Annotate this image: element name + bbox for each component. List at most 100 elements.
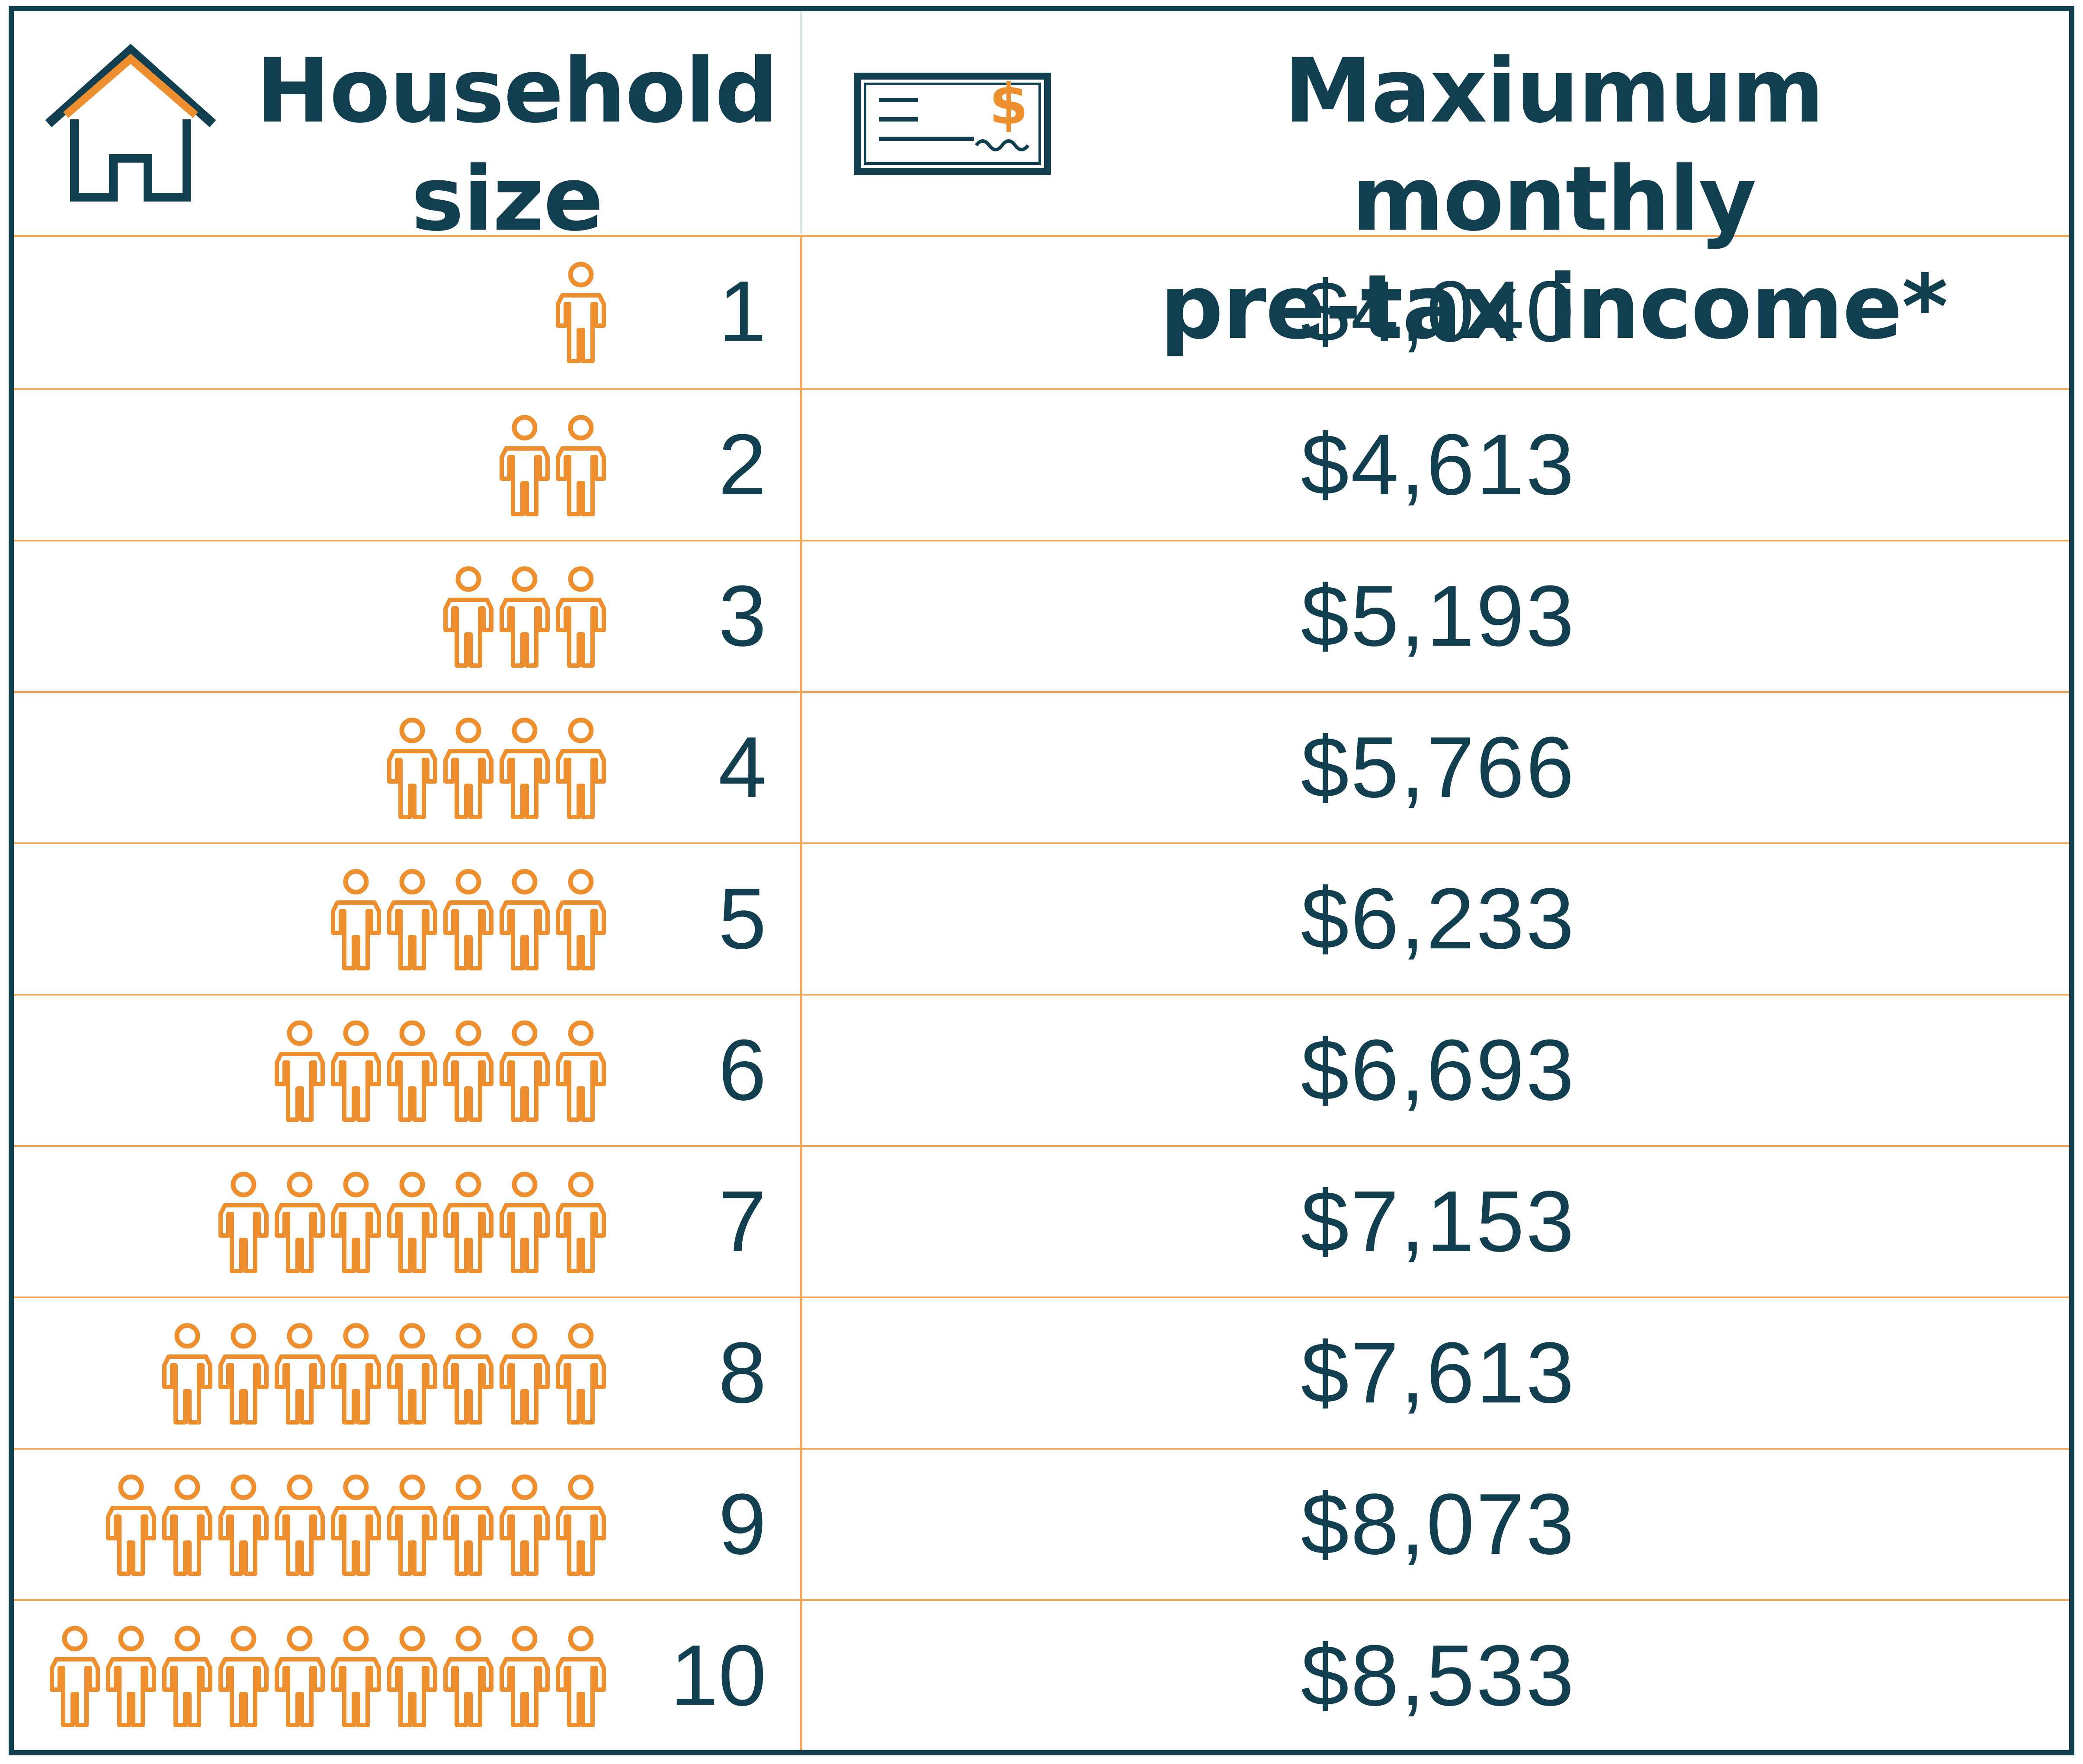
table-body: 1 $4,040 2 $4,613 3 $5,193 4 $5,766 5 $6,233 6 $6,6…: [14, 237, 2069, 1750]
people-icons: [159, 1322, 609, 1426]
table-header: Household size $ Maxiumum monthly pre-ta…: [14, 11, 2069, 359]
table-row: 8 $7,613: [14, 1297, 2069, 1448]
svg-text:$: $: [989, 72, 1028, 137]
person-icon: [384, 868, 440, 972]
table-row: 5 $6,233: [14, 842, 2069, 994]
person-icon: [215, 1322, 272, 1426]
person-icon: [47, 1625, 103, 1729]
person-icon: [328, 1322, 384, 1426]
people-icons: [553, 261, 609, 365]
household-size-value: 3: [718, 568, 766, 664]
people-icons: [440, 565, 609, 669]
person-icon: [272, 1019, 328, 1123]
table-row: 2 $4,613: [14, 388, 2069, 540]
person-icon: [440, 565, 497, 669]
person-icon: [272, 1322, 328, 1426]
person-icon: [159, 1322, 215, 1426]
person-icon: [553, 565, 609, 669]
income-value: $4,613: [1301, 416, 1576, 513]
house-icon: [45, 44, 216, 202]
person-icon: [440, 717, 497, 820]
header-divider: [800, 11, 802, 234]
table-row: 9 $8,073: [14, 1448, 2069, 1599]
person-icon: [215, 1473, 272, 1577]
household-size-value: 6: [718, 1022, 766, 1118]
person-icon: [328, 868, 384, 972]
person-icon: [215, 1171, 272, 1274]
table-row: 6 $6,693: [14, 994, 2069, 1145]
table-row: 4 $5,766: [14, 691, 2069, 842]
person-icon: [553, 1625, 609, 1729]
person-icon: [272, 1171, 328, 1274]
person-icon: [159, 1625, 215, 1729]
person-icon: [553, 1473, 609, 1577]
income-value: $8,073: [1301, 1476, 1576, 1572]
person-icon: [553, 261, 609, 365]
person-icon: [328, 1625, 384, 1729]
household-size-heading-line1: Household: [256, 40, 778, 143]
person-icon: [384, 1019, 440, 1123]
person-icon: [328, 1473, 384, 1577]
income-value: $6,693: [1301, 1022, 1576, 1118]
people-icons: [272, 1019, 609, 1123]
person-icon: [553, 717, 609, 820]
people-icons: [384, 717, 609, 820]
person-icon: [553, 1171, 609, 1274]
people-icons: [328, 868, 609, 972]
household-size-value: 9: [718, 1476, 766, 1572]
person-icon: [384, 1171, 440, 1274]
person-icon: [497, 1625, 553, 1729]
income-heading-line2: pre-tax income*: [1160, 256, 1948, 359]
person-icon: [440, 1473, 497, 1577]
income-value: $7,613: [1301, 1325, 1576, 1421]
person-icon: [553, 1019, 609, 1123]
person-icon: [440, 1322, 497, 1426]
person-icon: [384, 717, 440, 820]
person-icon: [384, 1322, 440, 1426]
person-icon: [553, 868, 609, 972]
household-size-value: 8: [718, 1325, 766, 1421]
income-value: $8,533: [1301, 1627, 1576, 1724]
check-icon: $: [854, 72, 1051, 175]
household-size-heading-line2: size: [411, 148, 604, 251]
household-size-value: 5: [718, 871, 766, 967]
person-icon: [497, 414, 553, 518]
person-icon: [384, 1473, 440, 1577]
person-icon: [103, 1473, 159, 1577]
person-icon: [440, 1625, 497, 1729]
table-row: 1 $4,040: [14, 237, 2069, 388]
table-row: 3 $5,193: [14, 540, 2069, 691]
people-icons: [215, 1171, 609, 1274]
person-icon: [440, 1171, 497, 1274]
household-size-value: 7: [718, 1173, 766, 1270]
person-icon: [497, 1171, 553, 1274]
person-icon: [497, 1473, 553, 1577]
income-value: $4,040: [1301, 263, 1576, 360]
income-value: $5,193: [1301, 568, 1576, 664]
household-size-value: 10: [670, 1627, 766, 1724]
person-icon: [215, 1625, 272, 1729]
table-row: 7 $7,153: [14, 1145, 2069, 1297]
person-icon: [553, 414, 609, 518]
person-icon: [440, 1019, 497, 1123]
person-icon: [272, 1473, 328, 1577]
people-icons: [103, 1473, 609, 1577]
income-value: $7,153: [1301, 1173, 1576, 1270]
income-heading-line1: Maxiumum monthly: [1284, 40, 1824, 251]
person-icon: [328, 1171, 384, 1274]
person-icon: [497, 1322, 553, 1426]
person-icon: [440, 868, 497, 972]
people-icons: [47, 1625, 609, 1729]
income-heading: Maxiumum monthly pre-tax income*: [1078, 37, 2029, 362]
household-size-value: 2: [718, 416, 766, 513]
person-icon: [328, 1019, 384, 1123]
person-icon: [272, 1625, 328, 1729]
person-icon: [497, 717, 553, 820]
household-size-heading: Household size: [256, 37, 778, 253]
people-icons: [497, 414, 609, 518]
person-icon: [497, 868, 553, 972]
household-size-value: 1: [718, 263, 766, 360]
income-value: $5,766: [1301, 719, 1576, 816]
income-value: $6,233: [1301, 871, 1576, 967]
person-icon: [497, 565, 553, 669]
